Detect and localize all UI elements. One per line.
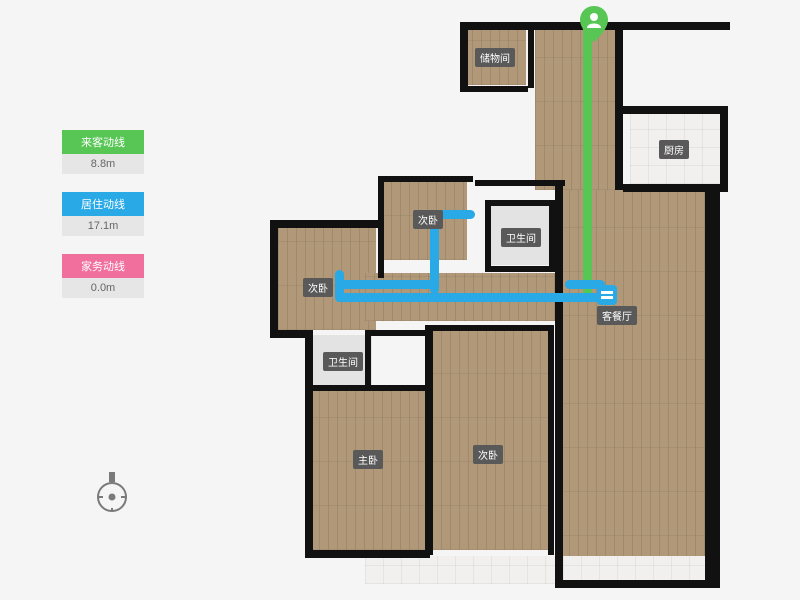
room-bed2c xyxy=(432,330,550,550)
legend-resident: 居住动线 17.1m xyxy=(62,192,144,236)
guest-flow-seg xyxy=(583,16,592,298)
wall xyxy=(460,86,528,92)
resident-node-marker xyxy=(597,285,617,310)
legend: 来客动线 8.8m 居住动线 17.1m 家务动线 0.0m xyxy=(62,130,144,316)
wall xyxy=(555,185,563,585)
room-label-storage: 储物间 xyxy=(475,48,515,67)
floor-plan: 储物间厨房次卧卫生间次卧卫生间主卧次卧客餐厅 xyxy=(265,10,740,590)
wall xyxy=(528,28,534,88)
legend-guest-label: 来客动线 xyxy=(62,130,144,154)
resident-flow-seg xyxy=(335,280,439,289)
wall xyxy=(360,550,430,558)
wall xyxy=(378,270,384,278)
wall xyxy=(270,220,278,335)
legend-resident-value: 17.1m xyxy=(62,216,144,236)
wall xyxy=(365,386,427,388)
wall xyxy=(548,325,554,555)
wall xyxy=(485,200,555,206)
wall xyxy=(365,330,371,388)
legend-chores: 家务动线 0.0m xyxy=(62,254,144,298)
room-label-bed2c: 次卧 xyxy=(473,445,503,464)
wall xyxy=(720,106,728,190)
wall xyxy=(365,330,427,336)
legend-chores-value: 0.0m xyxy=(62,278,144,298)
wall xyxy=(705,185,720,585)
room-label-kitchen: 厨房 xyxy=(659,140,689,159)
wall xyxy=(270,220,380,228)
resident-flow-seg xyxy=(335,293,603,302)
wall xyxy=(623,106,728,114)
wall xyxy=(305,385,313,555)
room-upperhall xyxy=(535,30,617,190)
wall xyxy=(555,580,720,588)
wall xyxy=(460,22,468,92)
wall xyxy=(549,200,555,268)
wall xyxy=(475,180,565,186)
wall xyxy=(425,325,553,331)
room-label-master: 主卧 xyxy=(353,450,383,469)
legend-guest-value: 8.8m xyxy=(62,154,144,174)
legend-resident-label: 居住动线 xyxy=(62,192,144,216)
room-master xyxy=(310,390,425,550)
wall xyxy=(425,325,433,555)
legend-chores-label: 家务动线 xyxy=(62,254,144,278)
wall xyxy=(485,200,491,268)
wall xyxy=(305,330,313,390)
room-label-bed2a: 次卧 xyxy=(413,210,443,229)
wall xyxy=(533,22,623,30)
wall xyxy=(615,22,623,190)
guest-start-marker xyxy=(580,6,608,47)
room-label-bath2: 卫生间 xyxy=(323,352,363,371)
wall xyxy=(485,266,555,272)
room-label-bath1: 卫生间 xyxy=(501,228,541,247)
compass-icon xyxy=(95,470,129,519)
legend-guest: 来客动线 8.8m xyxy=(62,130,144,174)
room-label-bed2b: 次卧 xyxy=(303,278,333,297)
wall xyxy=(378,176,473,182)
